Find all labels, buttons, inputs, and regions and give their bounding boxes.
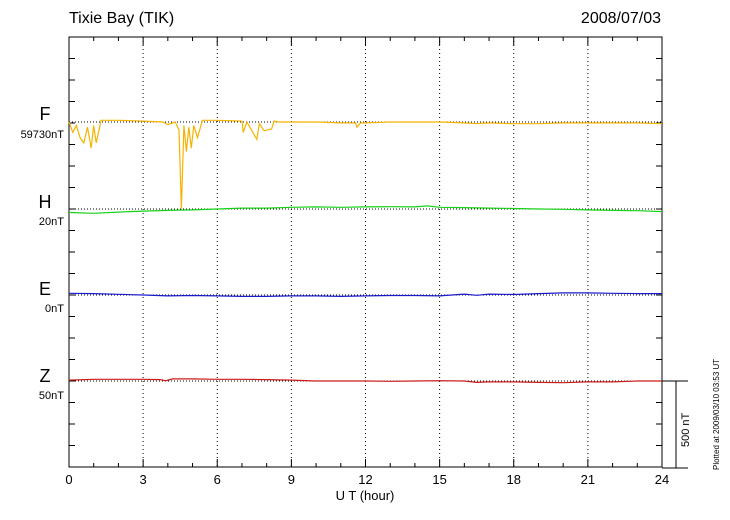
x-tick-label: 0 [65,472,72,487]
series-label-h: H [38,192,52,212]
x-tick-label: 12 [358,472,372,487]
series-line-z [68,378,662,384]
x-tick-label: 18 [507,472,521,487]
plotted-note: Plotted at 2009/03/10 03:53 UT [712,358,721,470]
station-title: Tixie Bay (TIK) [69,10,175,27]
date-title: 2008/07/03 [580,10,661,27]
x-tick-label: 21 [581,472,595,487]
x-tick-label: 6 [214,472,221,487]
series-line-f [68,119,663,210]
x-tick-label: 3 [140,472,147,487]
series-baseline-z: 50nT [38,390,64,402]
x-axis-title: U T (hour) [335,488,395,503]
series-baseline-h: 20nT [38,216,64,228]
series-line-e [68,292,662,298]
scale-bar-label: 500 nT [680,412,692,447]
series-baseline-e: 0nT [45,303,64,315]
series-label-e: E [38,279,51,299]
series-label-z: Z [39,366,51,386]
x-tick-label: 15 [432,472,446,487]
x-tick-label: 9 [288,472,295,487]
series-baseline-f: 59730nT [20,129,64,141]
series-label-f: F [39,104,51,124]
x-tick-label: 24 [655,472,669,487]
series-line-h [68,205,663,214]
